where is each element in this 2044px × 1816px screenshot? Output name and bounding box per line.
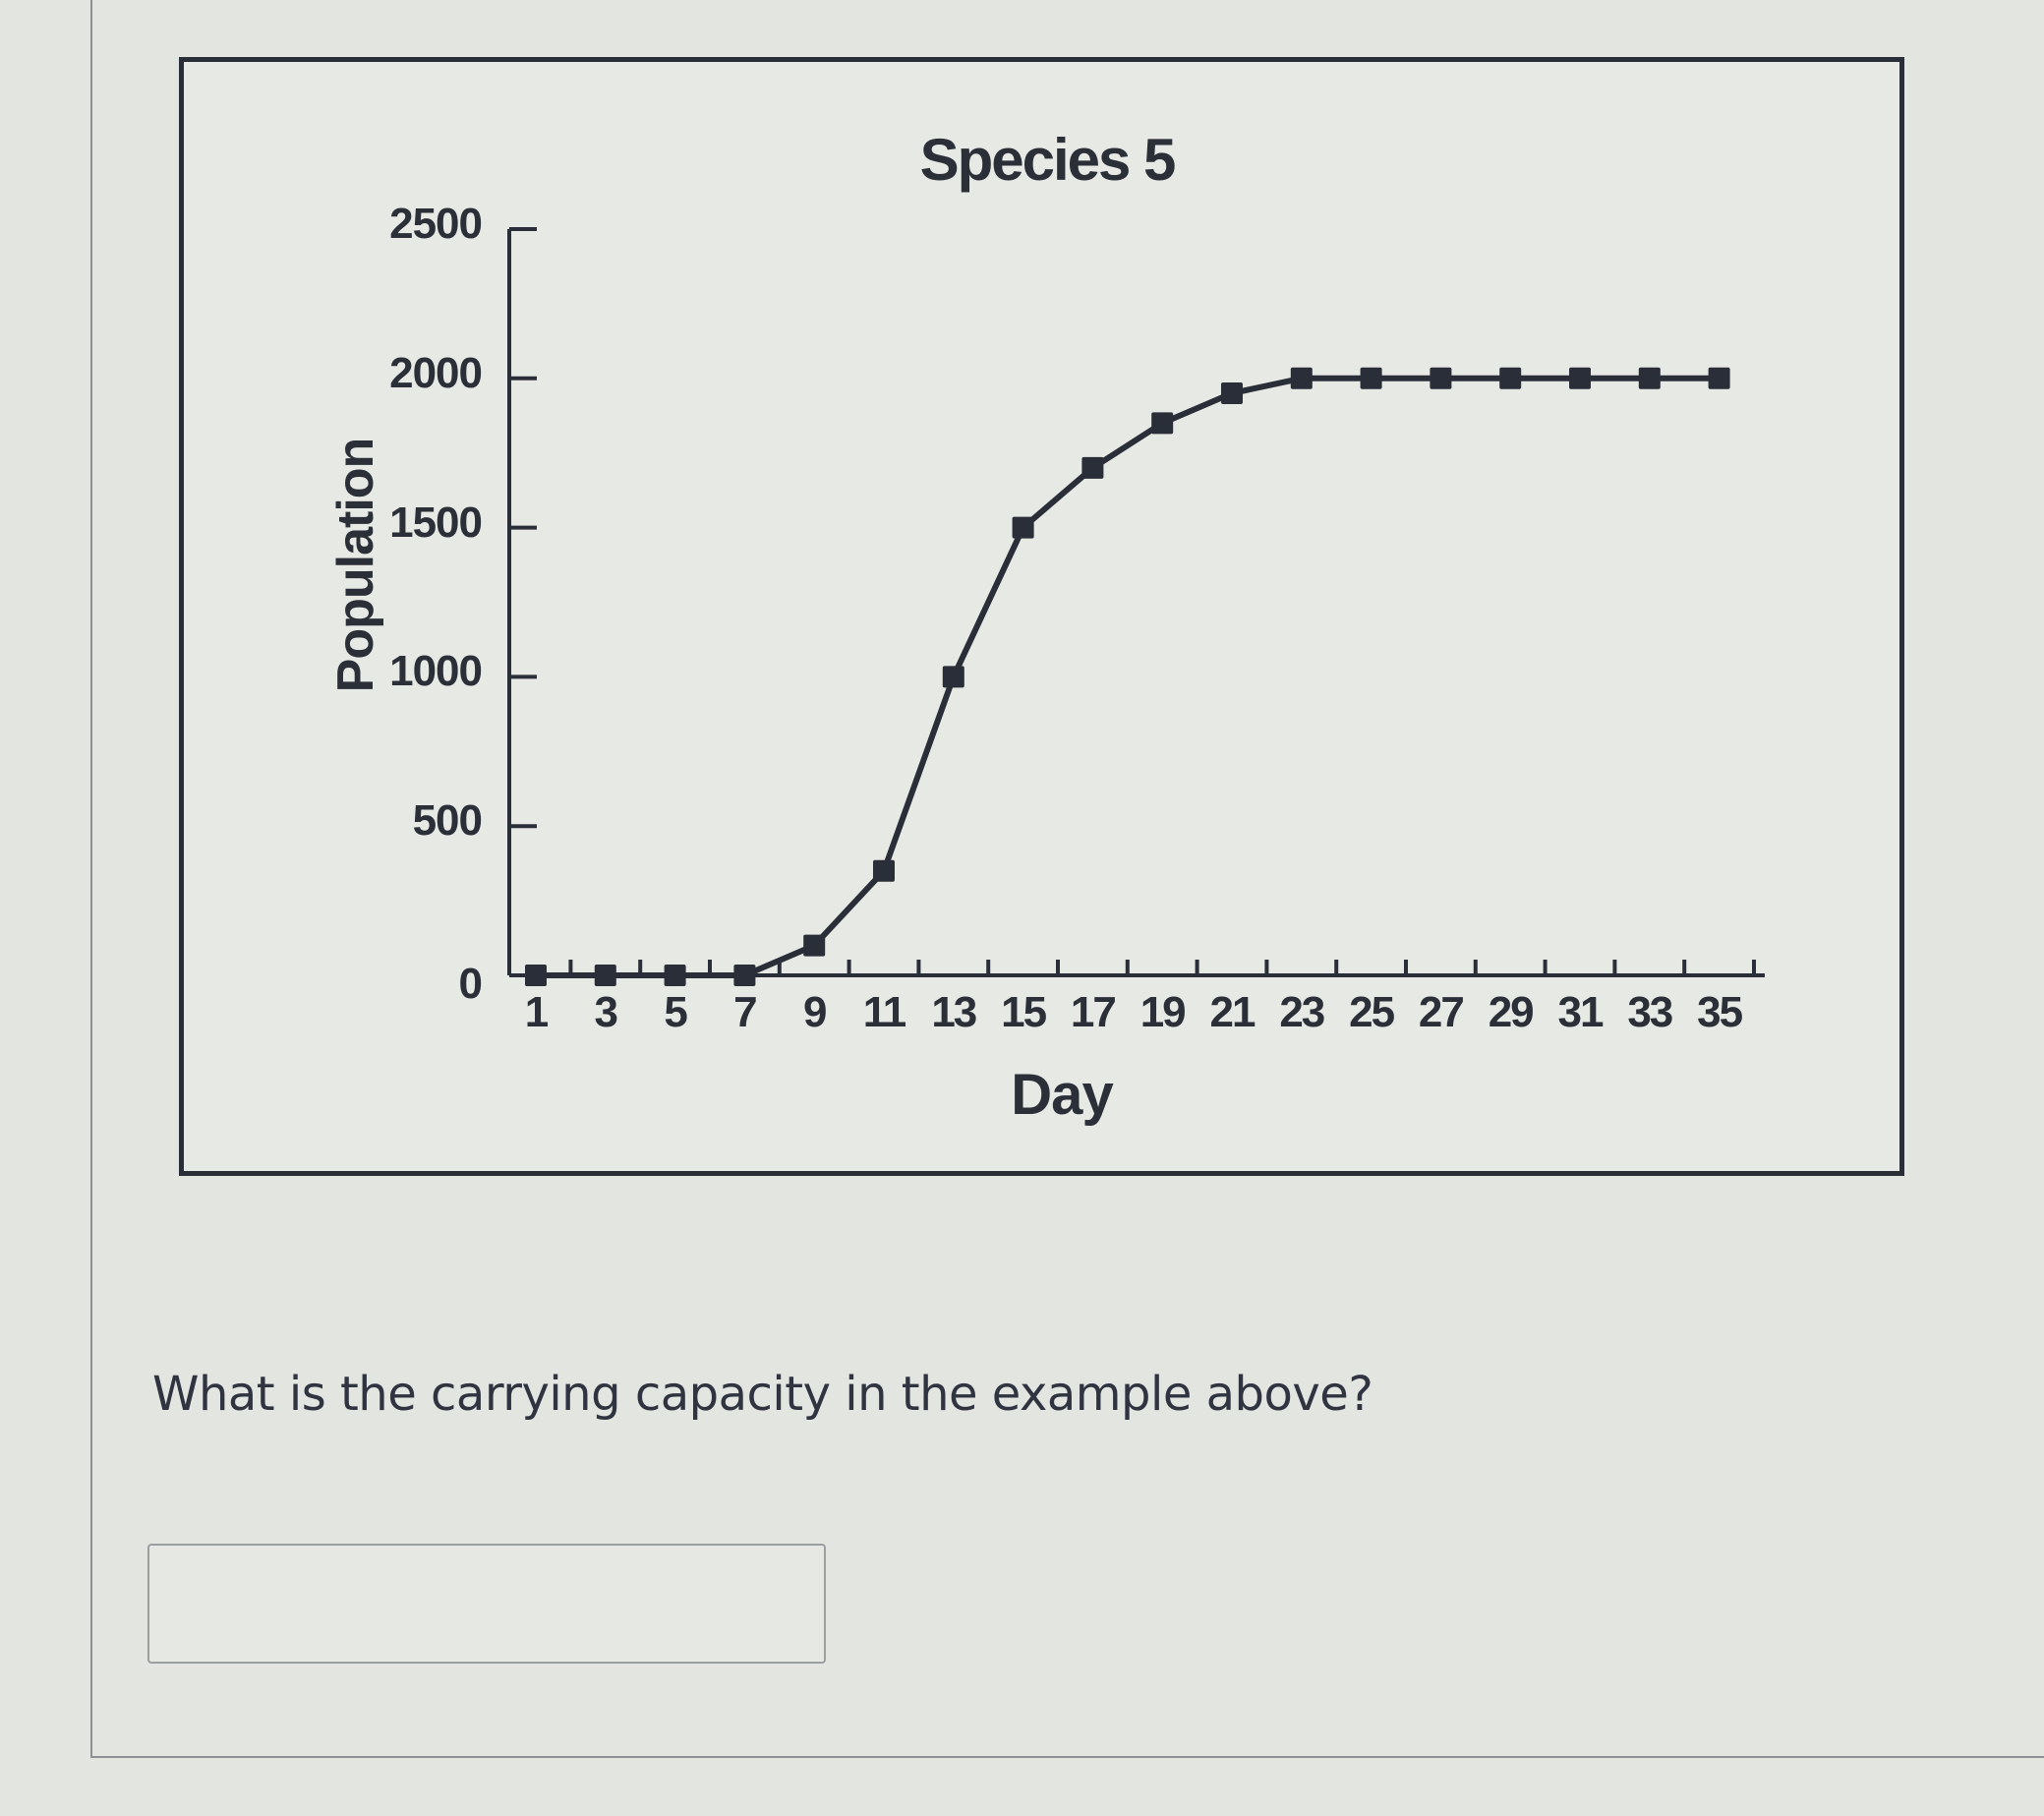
x-tick-label: 9 [802,988,827,1036]
x-tick-label: 15 [1001,988,1047,1036]
x-axis-label: Day [1011,1063,1113,1127]
x-tick-label: 11 [862,988,907,1036]
x-tick-label: 17 [1070,988,1117,1036]
question-text: What is the carrying capacity in the exa… [152,1367,1373,1422]
question-panel-frame [90,0,2044,1758]
y-tick-label: 500 [412,796,483,846]
x-tick-label: 23 [1279,988,1325,1036]
chart-title: Species 5 [919,127,1177,193]
x-tick-label: 13 [931,988,977,1036]
x-tick-label: 27 [1418,988,1465,1036]
x-tick-label: 3 [594,988,618,1036]
chart-series-line [525,367,1730,986]
x-tick-label: 19 [1139,988,1187,1036]
x-tick-label: 31 [1557,988,1605,1036]
y-tick-label: 2500 [389,200,483,248]
y-tick-label: 2000 [389,348,483,397]
answer-input[interactable] [147,1544,826,1664]
x-tick-label: 1 [524,988,549,1036]
y-tick-label: 1000 [389,647,483,696]
y-tick-label: 0 [458,960,483,1008]
x-tick-label: 25 [1349,988,1395,1036]
x-tick-label: 35 [1697,988,1743,1036]
chart-frame [179,57,1904,1176]
x-tick-label: 21 [1209,988,1256,1036]
x-tick-label: 29 [1488,988,1535,1036]
y-tick-label: 1500 [389,498,483,547]
chart-axes [507,227,1765,977]
x-tick-label: 5 [664,988,687,1036]
x-tick-label: 7 [733,988,757,1036]
x-tick-label: 33 [1627,988,1673,1036]
